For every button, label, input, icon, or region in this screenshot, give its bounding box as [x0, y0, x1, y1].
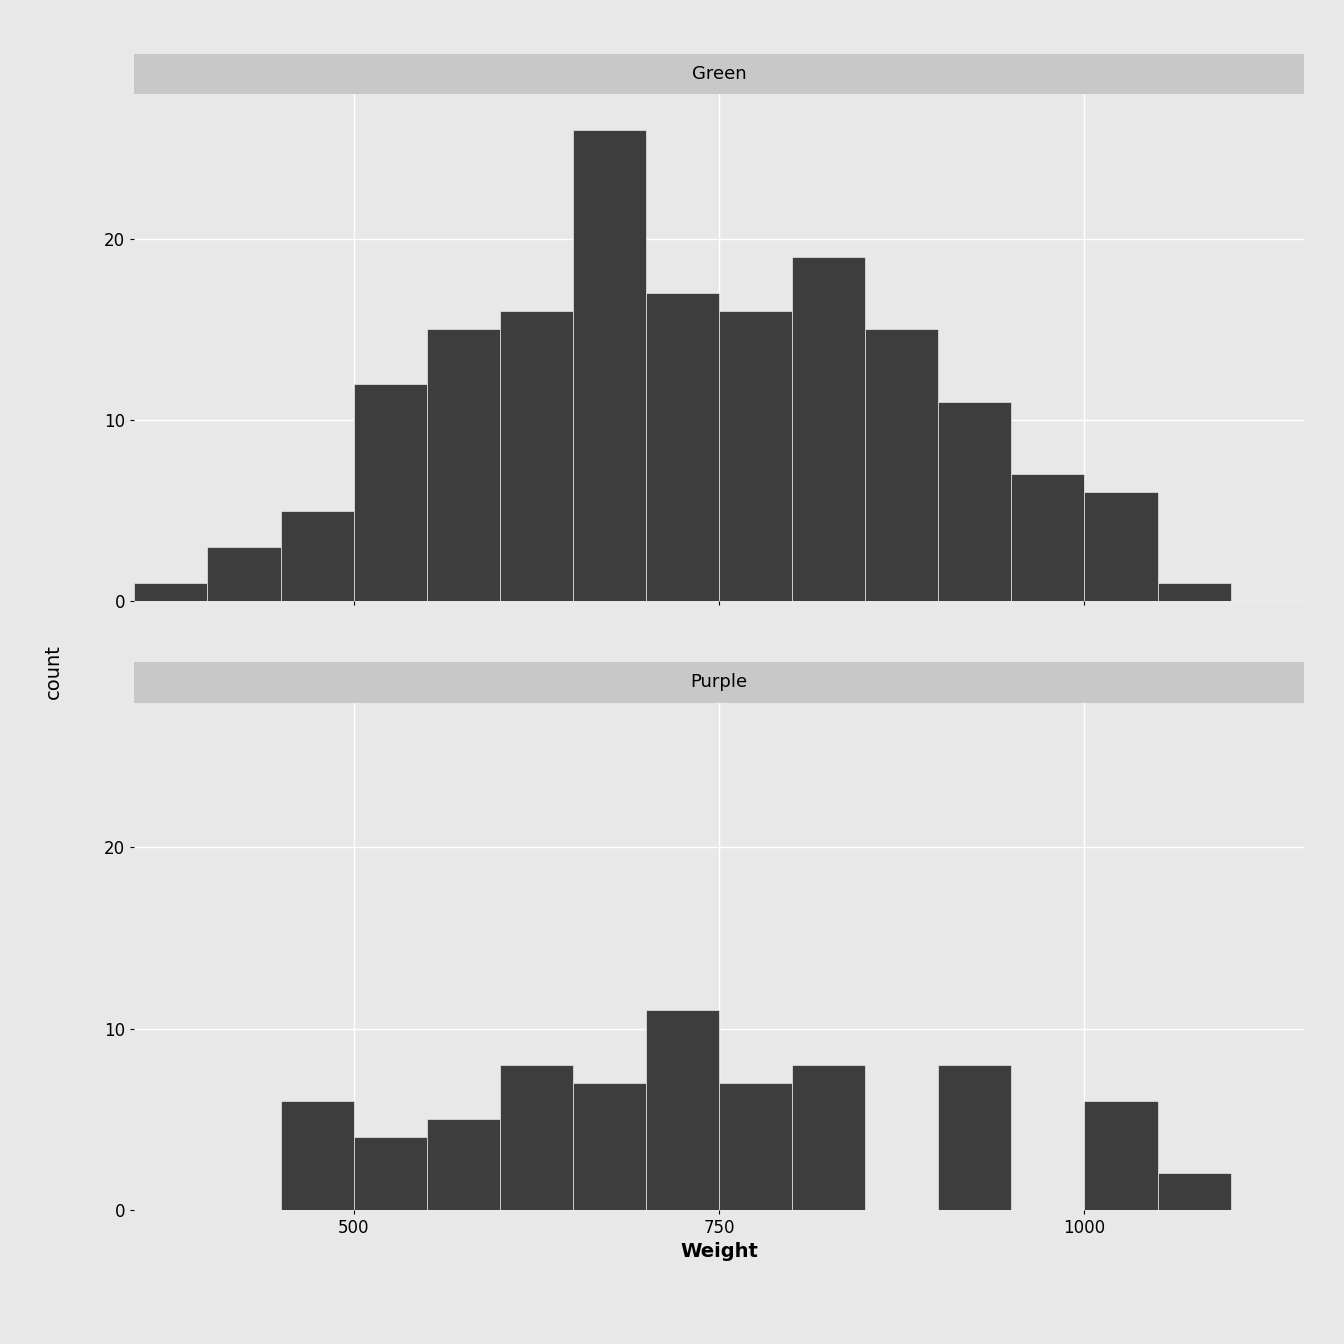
Bar	[792, 257, 866, 601]
Bar	[1085, 1101, 1157, 1210]
Bar	[938, 402, 1012, 601]
Bar	[1085, 492, 1157, 601]
Bar	[427, 1120, 500, 1210]
X-axis label: Weight: Weight	[680, 1242, 758, 1261]
Bar	[134, 583, 207, 601]
Bar	[1157, 1173, 1231, 1210]
Bar	[1157, 583, 1231, 601]
Bar	[573, 1083, 646, 1210]
Bar	[353, 1137, 426, 1210]
Bar	[938, 1064, 1012, 1210]
Text: count: count	[44, 645, 63, 699]
Bar	[573, 130, 646, 601]
Bar	[281, 511, 353, 601]
Bar	[792, 1064, 866, 1210]
Bar	[353, 384, 426, 601]
Bar	[427, 329, 500, 601]
Bar	[646, 293, 719, 601]
Bar	[866, 329, 938, 601]
Bar	[646, 1011, 719, 1210]
Bar	[500, 1064, 573, 1210]
Bar	[1011, 474, 1085, 601]
Bar	[500, 312, 573, 601]
Bar	[719, 1083, 792, 1210]
Bar	[207, 547, 281, 601]
Bar	[281, 1101, 353, 1210]
Bar	[719, 312, 792, 601]
